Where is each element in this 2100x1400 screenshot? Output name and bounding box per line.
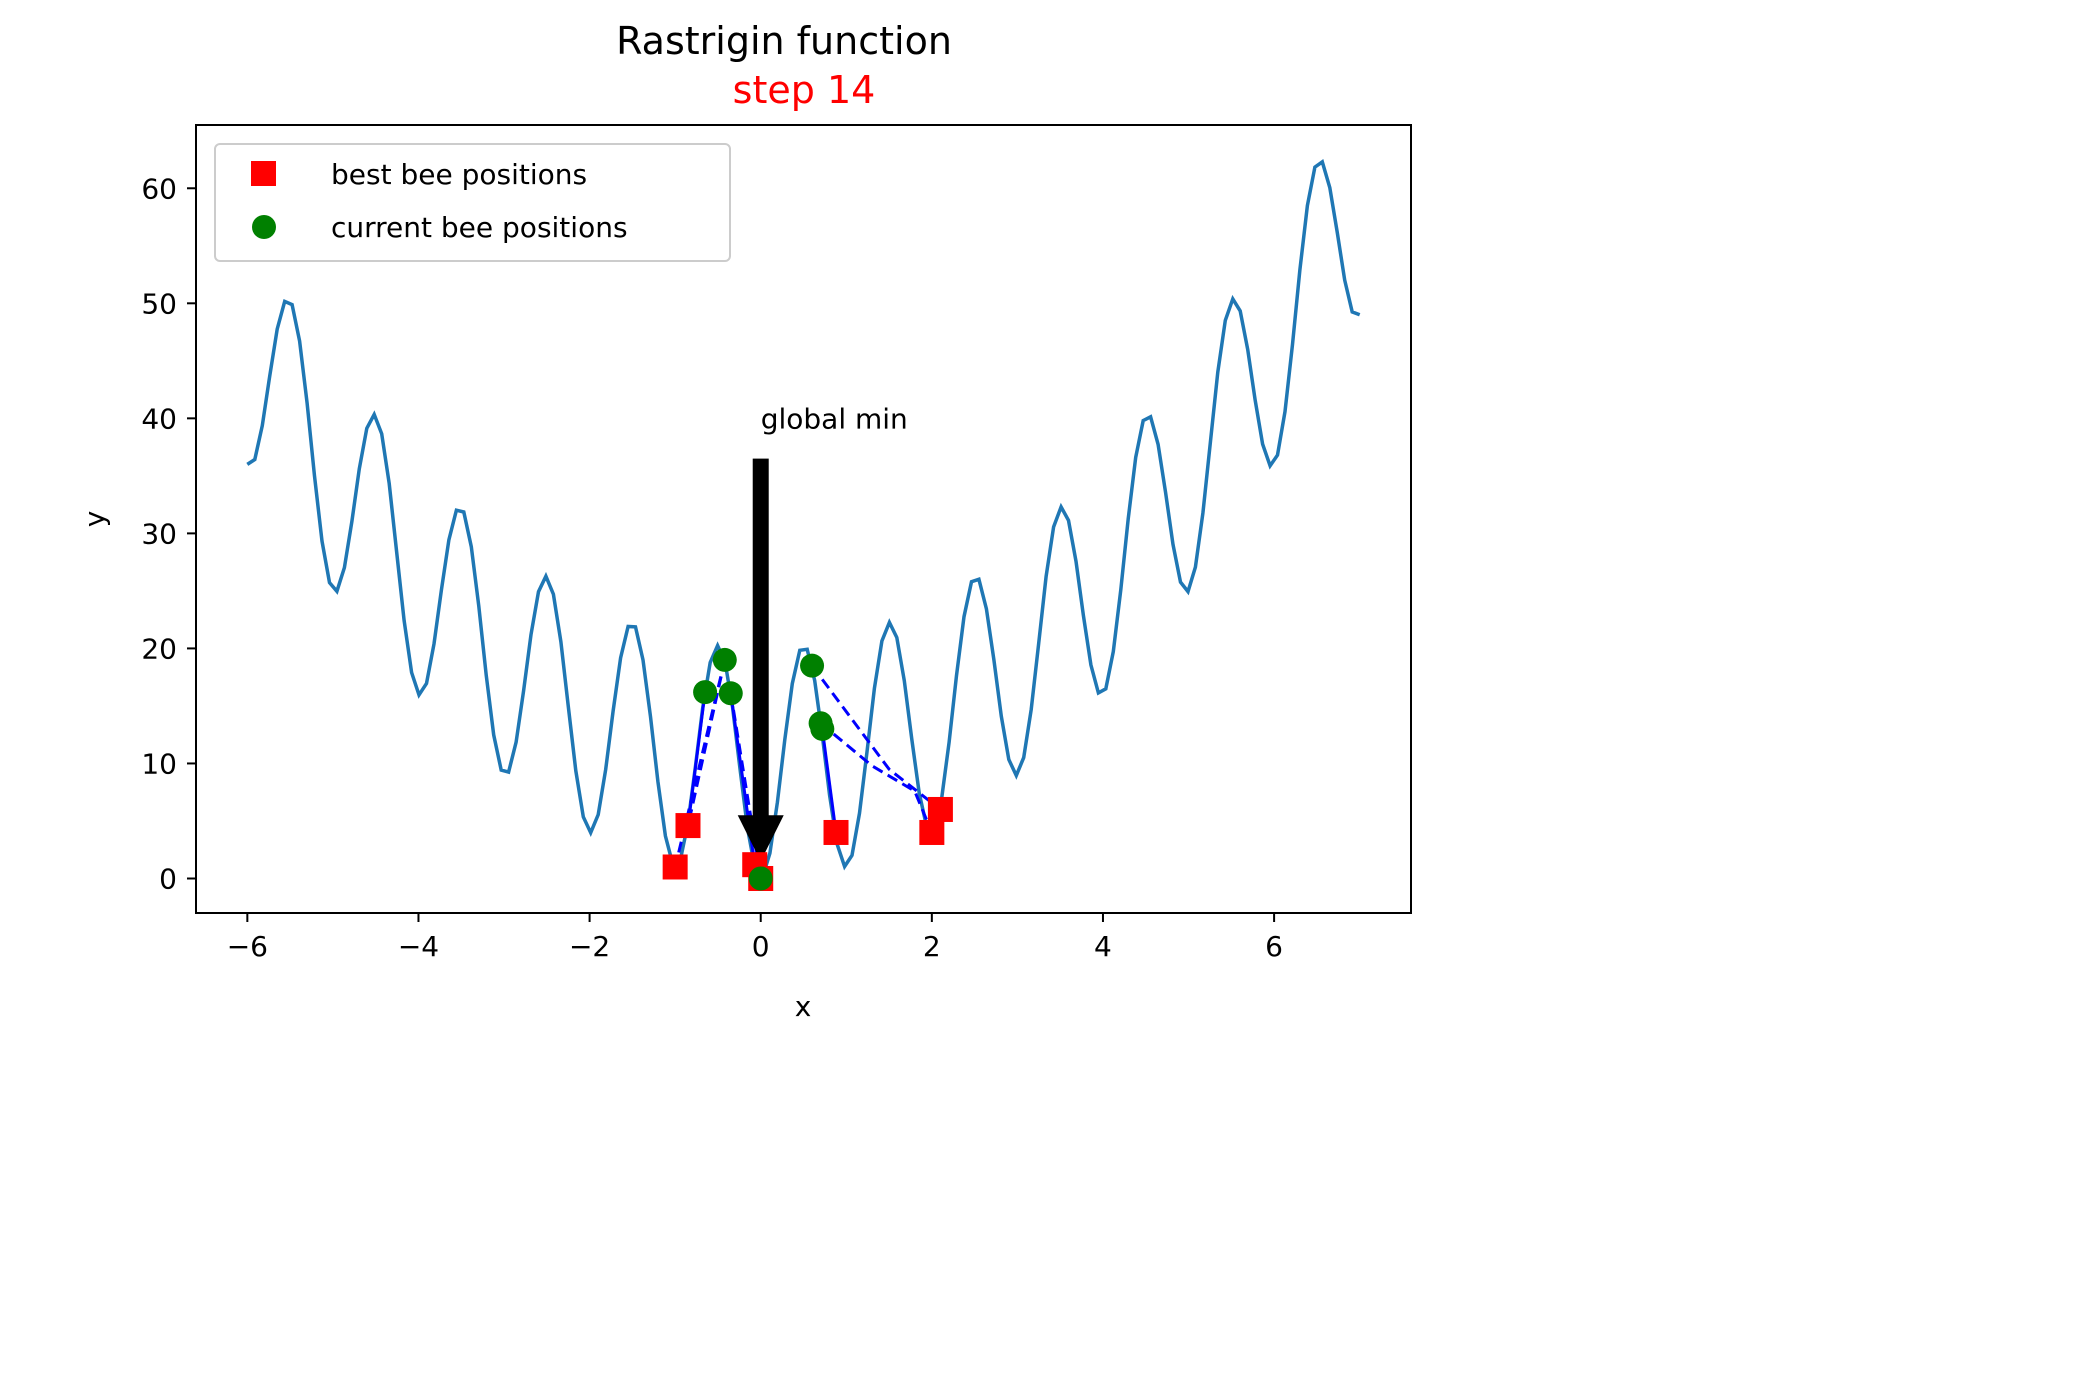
y-tick-label: 30 (141, 517, 177, 550)
current-bee-marker (810, 716, 835, 741)
x-tick-label: 2 (923, 930, 941, 963)
y-tick-label: 0 (159, 862, 177, 895)
legend-label-current-bee: current bee positions (331, 211, 628, 244)
x-tick-label: 0 (752, 930, 770, 963)
chart: Rastrigin function step 14 global min −6… (78, 19, 1412, 1023)
chart-title: Rastrigin function (616, 19, 952, 63)
x-axis-label: x (795, 990, 812, 1023)
x-tick-label: −4 (398, 930, 439, 963)
current-bee-marker (712, 647, 737, 672)
bee-trail-2 (686, 659, 727, 826)
bee-trail-6 (810, 664, 942, 811)
y-tick-label: 60 (141, 172, 177, 205)
rastrigin-curve (246, 159, 1361, 882)
current-bee-marker (800, 653, 825, 678)
x-tick-label: −6 (227, 930, 268, 963)
legend-frame (214, 143, 731, 262)
x-tick-label: −2 (569, 930, 610, 963)
x-tick-label: 4 (1094, 930, 1112, 963)
plot-frame (195, 124, 1412, 914)
y-tick-label: 50 (141, 287, 177, 320)
legend: best bee positions current bee positions (214, 143, 731, 262)
x-tick-label: 6 (1265, 930, 1283, 963)
best-bee-marker (927, 796, 953, 822)
legend-marker-current-bee (252, 215, 276, 239)
y-tick-label: 10 (141, 747, 177, 780)
best-bee-marker (675, 813, 701, 839)
bee-trail-7 (819, 722, 934, 834)
y-tick-label: 20 (141, 632, 177, 665)
chart-subtitle: step 14 (733, 68, 876, 112)
legend-label-best-bee: best bee positions (331, 158, 587, 191)
legend-marker-best-bee (251, 161, 276, 186)
global-min-arrow-shaft (752, 458, 769, 820)
best-bee-marker (662, 854, 688, 880)
plot-area: global min (246, 159, 1361, 891)
bee-trail-8 (820, 728, 838, 833)
current-bee-marker (693, 680, 718, 705)
global-min-annotation: global min (761, 402, 908, 435)
best-bee-marker (823, 819, 849, 845)
best-bee-marker (919, 819, 945, 845)
bee-trail-1 (686, 691, 707, 826)
current-bee-marker (748, 866, 773, 891)
current-bee-marker (718, 681, 743, 706)
y-axis-label: y (78, 511, 111, 528)
global-min-arrow-head (737, 815, 784, 862)
y-tick-label: 40 (141, 402, 177, 435)
